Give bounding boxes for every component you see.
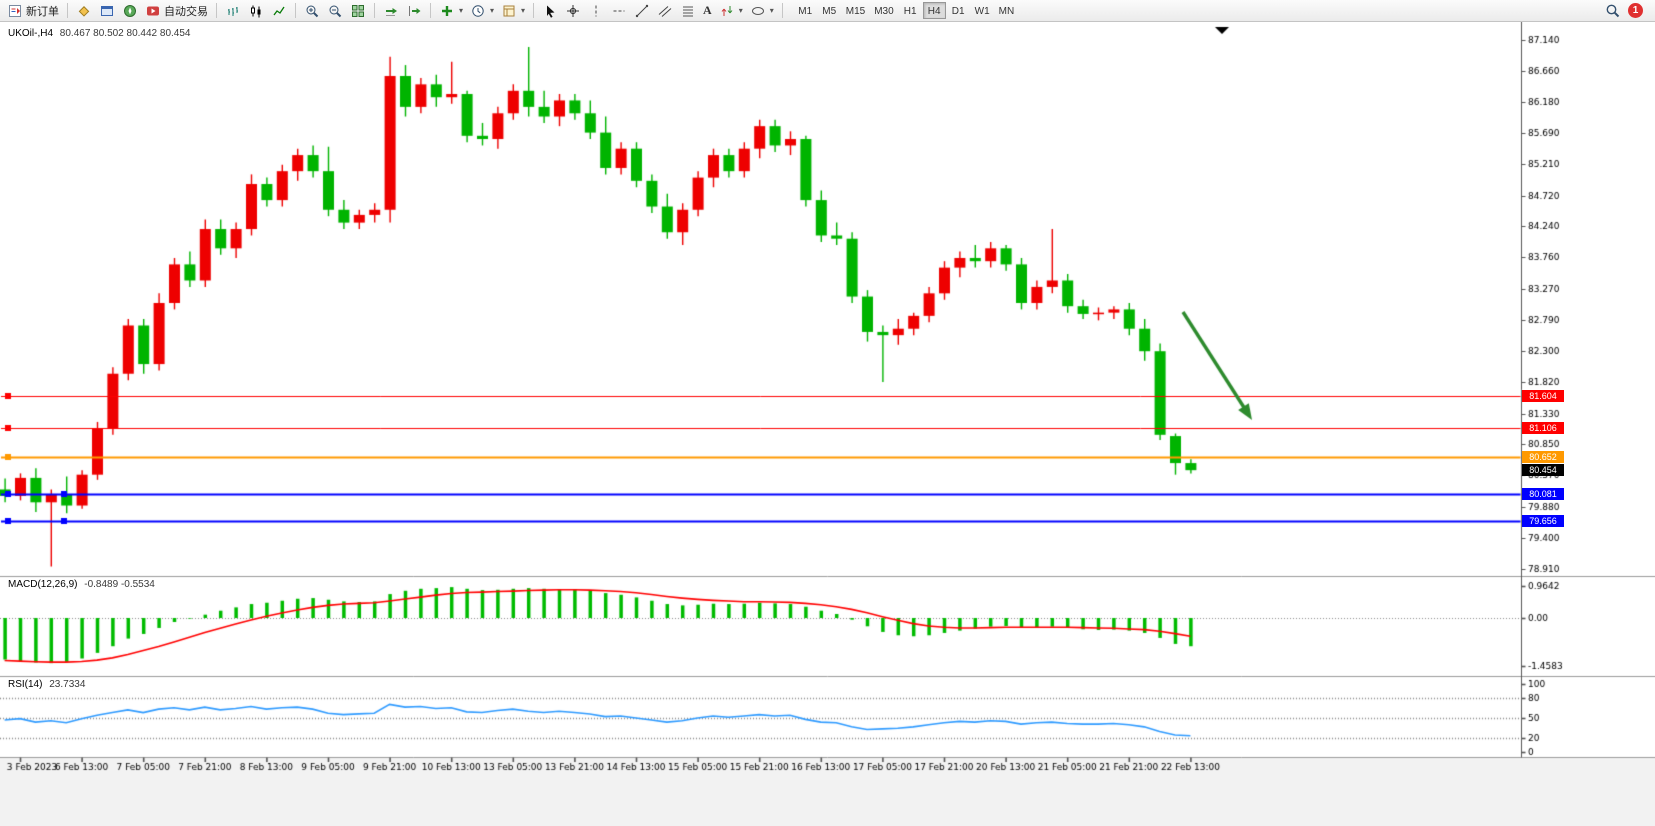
toolbar-separator bbox=[374, 3, 375, 18]
auto-trading-icon bbox=[145, 3, 161, 18]
tile-windows-icon bbox=[350, 3, 366, 18]
fibonacci-tool-button[interactable] bbox=[677, 1, 699, 21]
timeframe-w1-button[interactable]: W1 bbox=[971, 2, 994, 19]
horizontal-line-icon bbox=[611, 3, 627, 18]
hline-price-tag: 80.081 bbox=[1522, 487, 1564, 500]
template-icon bbox=[501, 3, 517, 18]
period-button[interactable]: ▾ bbox=[467, 1, 497, 21]
rsi-value: 23.7334 bbox=[49, 679, 86, 690]
toolbar-separator bbox=[533, 3, 535, 18]
search-button[interactable] bbox=[1601, 1, 1623, 21]
zoom-in-icon bbox=[304, 3, 320, 18]
chevron-down-icon: ▾ bbox=[490, 6, 495, 15]
chevron-down-icon: ▾ bbox=[769, 6, 774, 15]
arrow-symbols-icon bbox=[719, 3, 735, 18]
text-tool-button[interactable]: A bbox=[700, 1, 715, 21]
chart-area: UKOil-,H4 80.467 80.502 80.442 80.454 MA… bbox=[0, 22, 1655, 826]
vertical-line-icon bbox=[588, 3, 604, 18]
data-window-icon bbox=[99, 3, 115, 18]
horizontal-line-tool-button[interactable] bbox=[608, 1, 630, 21]
toolbar-separator bbox=[430, 3, 431, 18]
navigator-icon bbox=[122, 3, 138, 18]
search-icon bbox=[1604, 3, 1620, 18]
equidistant-channel-icon bbox=[657, 3, 673, 18]
auto-scroll-icon bbox=[383, 3, 399, 18]
timeframe-m15-button[interactable]: M15 bbox=[842, 2, 869, 19]
chevron-down-icon: ▾ bbox=[459, 6, 464, 15]
hline-price-tag: 79.656 bbox=[1522, 515, 1564, 528]
tile-windows-button[interactable] bbox=[347, 1, 369, 21]
timeframe-h1-button[interactable]: H1 bbox=[899, 2, 922, 19]
macd-indicator-label: MACD(12,26,9) -0.8489 -0.5534 bbox=[8, 579, 155, 590]
current-price-tag: 80.454 bbox=[1522, 463, 1564, 476]
shapes-tool-button[interactable]: ▾ bbox=[747, 1, 777, 21]
market-watch-button[interactable] bbox=[73, 1, 95, 21]
macd-values: -0.8489 -0.5534 bbox=[84, 579, 155, 590]
data-window-button[interactable] bbox=[96, 1, 118, 21]
crosshair-icon bbox=[565, 3, 581, 18]
crosshair-tool-button[interactable] bbox=[562, 1, 584, 21]
cursor-tool-button[interactable] bbox=[539, 1, 561, 21]
toolbar-separator bbox=[295, 3, 296, 18]
auto-trading-button[interactable]: 自动交易 bbox=[142, 1, 211, 21]
vertical-line-tool-button[interactable] bbox=[585, 1, 607, 21]
toolbar-separator bbox=[216, 3, 217, 18]
template-button[interactable]: ▾ bbox=[498, 1, 528, 21]
market-watch-icon bbox=[76, 3, 92, 18]
new-order-label: 新订单 bbox=[26, 5, 59, 18]
auto-scroll-button[interactable] bbox=[380, 1, 402, 21]
trendline-icon bbox=[634, 3, 650, 18]
rsi-name: RSI(14) bbox=[8, 679, 43, 690]
zoom-out-icon bbox=[327, 3, 343, 18]
ellipse-shape-icon bbox=[750, 3, 766, 18]
chevron-down-icon: ▾ bbox=[738, 6, 743, 15]
text-tool-icon: A bbox=[703, 3, 712, 17]
zoom-out-button[interactable] bbox=[324, 1, 346, 21]
hline-price-tag: 81.604 bbox=[1522, 389, 1564, 402]
toolbar-right-group: 1 bbox=[1601, 1, 1651, 21]
zoom-in-button[interactable] bbox=[301, 1, 323, 21]
channel-tool-button[interactable] bbox=[654, 1, 676, 21]
bar-chart-icon bbox=[225, 3, 241, 18]
toolbar: 新订单 自动交易 ▾ ▾ ▾ A ▾ ▾ bbox=[0, 0, 1655, 22]
hline-price-tag: 80.652 bbox=[1522, 451, 1564, 464]
timeframe-m30-button[interactable]: M30 bbox=[870, 2, 897, 19]
arrows-tool-button[interactable]: ▾ bbox=[716, 1, 746, 21]
navigator-button[interactable] bbox=[119, 1, 141, 21]
symbol-ohlc-label: UKOil-,H4 80.467 80.502 80.442 80.454 bbox=[8, 28, 190, 39]
symbol-label: UKOil-,H4 bbox=[8, 28, 54, 39]
macd-name: MACD(12,26,9) bbox=[8, 579, 78, 590]
toolbar-separator bbox=[781, 3, 783, 18]
rsi-indicator-label: RSI(14) 23.7334 bbox=[8, 679, 85, 690]
toolbar-separator bbox=[67, 3, 68, 18]
timeframe-m1-button[interactable]: M1 bbox=[794, 2, 817, 19]
add-indicator-icon bbox=[439, 3, 455, 18]
trendline-tool-button[interactable] bbox=[631, 1, 653, 21]
notification-badge[interactable]: 1 bbox=[1628, 3, 1643, 18]
cursor-icon bbox=[542, 3, 558, 18]
line-chart-mode-button[interactable] bbox=[268, 1, 290, 21]
line-chart-icon bbox=[271, 3, 287, 18]
ohlc-values: 80.467 80.502 80.442 80.454 bbox=[59, 28, 191, 39]
new-order-icon bbox=[7, 3, 23, 18]
candlestick-mode-button[interactable] bbox=[245, 1, 267, 21]
chart-shift-button[interactable] bbox=[403, 1, 425, 21]
bar-chart-mode-button[interactable] bbox=[222, 1, 244, 21]
add-indicator-button[interactable]: ▾ bbox=[436, 1, 466, 21]
fibonacci-icon bbox=[680, 3, 696, 18]
clock-icon bbox=[470, 3, 486, 18]
chart-shift-icon bbox=[406, 3, 422, 18]
auto-trading-label: 自动交易 bbox=[164, 5, 208, 18]
timeframe-h4-button[interactable]: H4 bbox=[922, 2, 946, 19]
hline-price-tag: 81.106 bbox=[1522, 421, 1564, 434]
timeframe-mn-button[interactable]: MN bbox=[995, 2, 1019, 19]
new-order-button[interactable]: 新订单 bbox=[4, 1, 62, 21]
candlestick-icon bbox=[248, 3, 264, 18]
timeframe-toolbar: M1 M5 M15 M30 H1 H4 D1 W1 MN bbox=[794, 2, 1018, 19]
price-chart-canvas[interactable] bbox=[0, 22, 1655, 826]
timeframe-m5-button[interactable]: M5 bbox=[818, 2, 841, 19]
chevron-down-icon: ▾ bbox=[521, 6, 526, 15]
timeframe-d1-button[interactable]: D1 bbox=[947, 2, 970, 19]
